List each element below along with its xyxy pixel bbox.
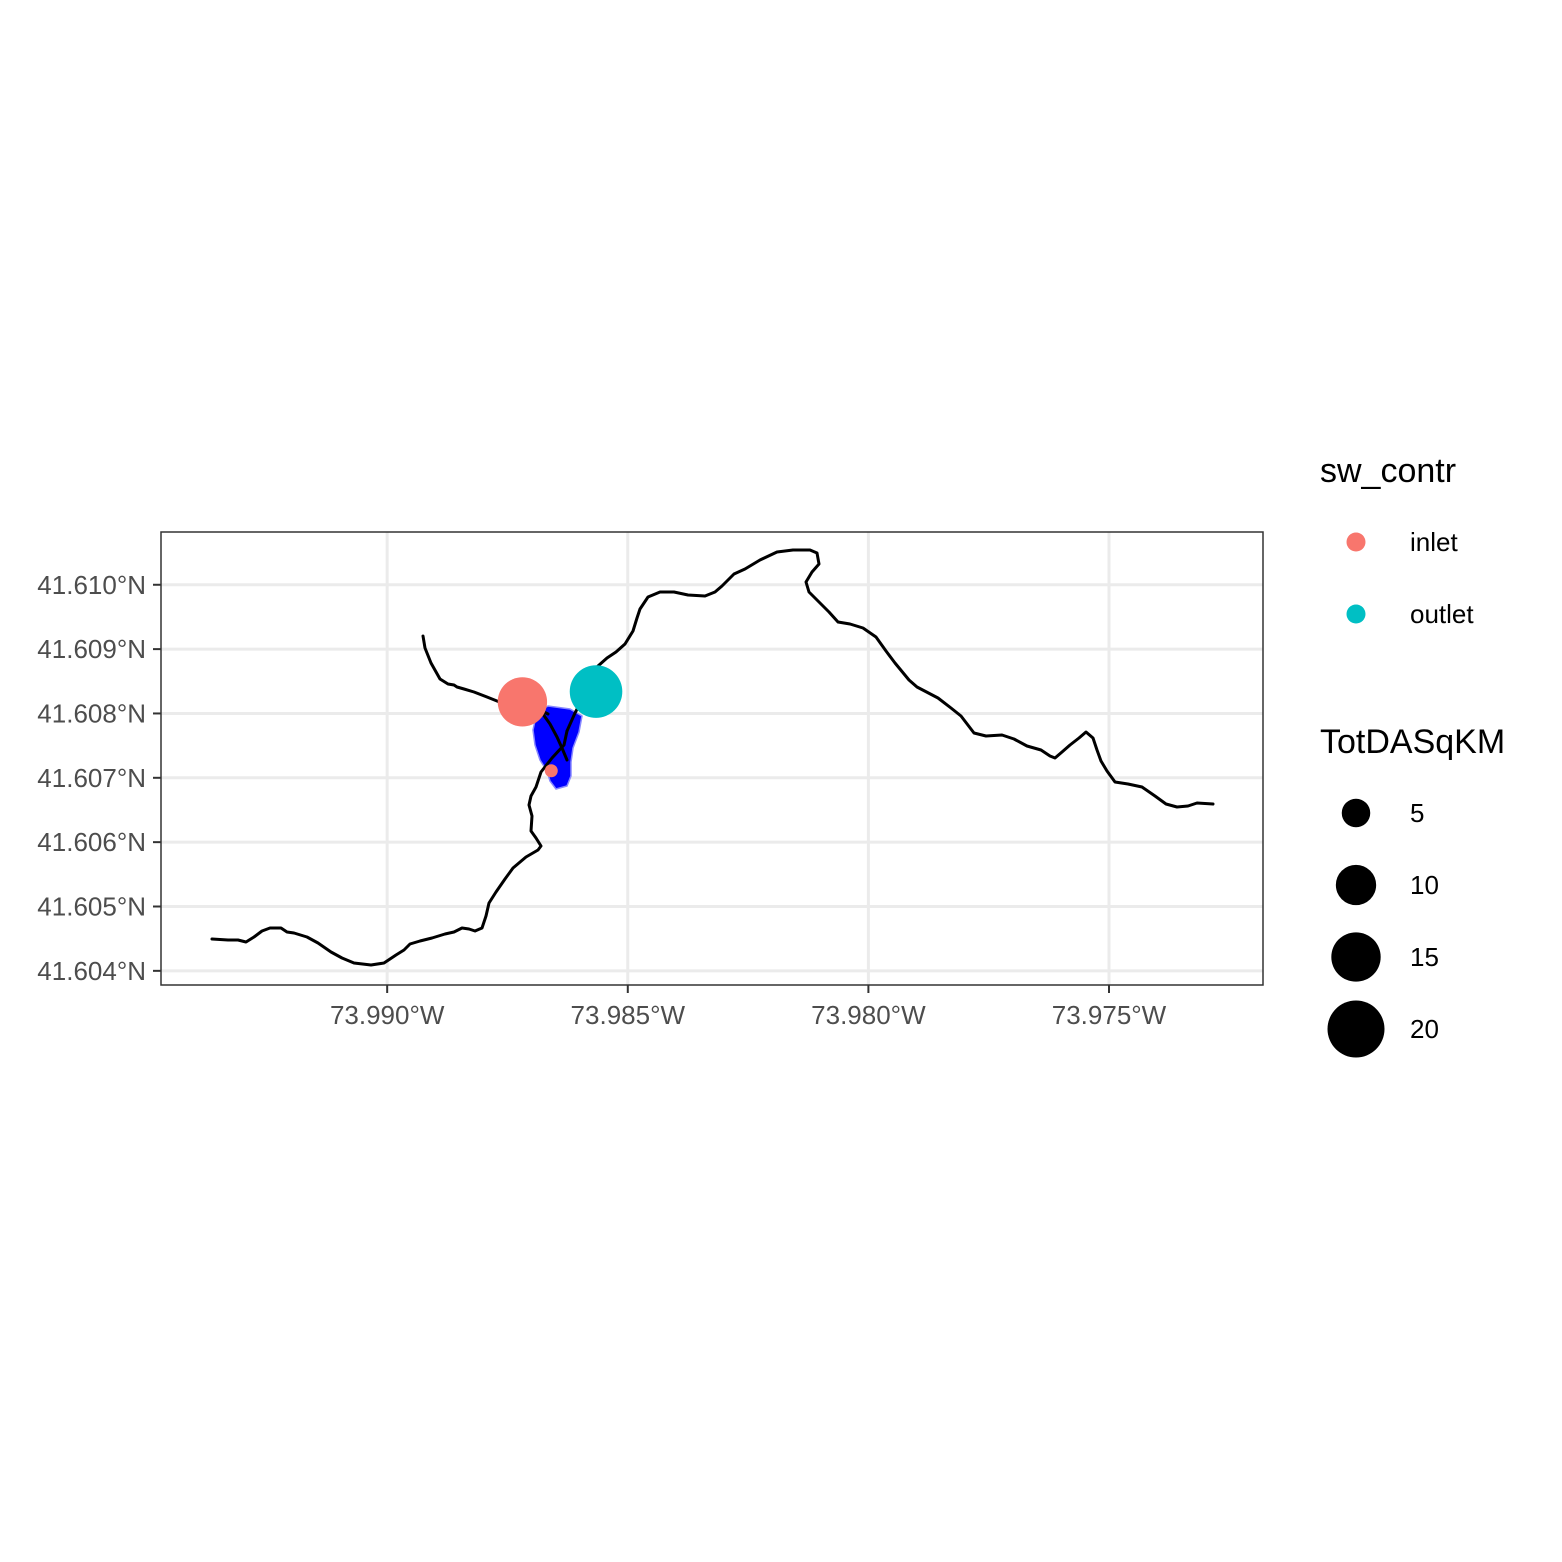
legend-size-label-15: 15 [1410, 942, 1439, 972]
y-tick-label: 41.610°N [37, 570, 146, 600]
legend-totdasqkm-title: TotDASqKM [1320, 723, 1505, 761]
x-tick-label: 73.980°W [811, 1000, 926, 1030]
point-inlet [497, 677, 548, 727]
legend-size-label-5: 5 [1410, 798, 1424, 828]
y-tick-label: 41.607°N [37, 763, 146, 793]
point-outlet [569, 665, 623, 718]
map-panel-border [160, 531, 1264, 986]
y-tick-label: 41.604°N [37, 956, 146, 986]
flowline-upstream-main [565, 548, 1215, 809]
legend-key-inlet [1346, 532, 1366, 552]
x-tick-label: 73.990°W [330, 1000, 445, 1030]
y-tick-label: 41.609°N [37, 634, 146, 664]
x-tick-label: 73.985°W [571, 1000, 686, 1030]
map-panel [161, 532, 1263, 985]
legend-size-key-10 [1335, 864, 1377, 906]
legend-sw-contr: sw_contr inlet outlet [1320, 452, 1474, 629]
x-tick-label: 73.975°W [1052, 1000, 1167, 1030]
flowline-downstream-main [210, 729, 569, 967]
flowline-tributary-center [538, 708, 569, 762]
legend-size-key-20 [1327, 1000, 1385, 1058]
y-tick-label: 41.605°N [37, 891, 146, 921]
legend-size-key-5 [1341, 798, 1371, 828]
legend-size-label-10: 10 [1410, 870, 1439, 900]
x-axis: 73.990°W 73.985°W 73.980°W 73.975°W [330, 985, 1167, 1030]
legend-label-outlet: outlet [1410, 599, 1474, 629]
legend-key-outlet [1346, 604, 1366, 624]
y-tick-label: 41.606°N [37, 827, 146, 857]
gridlines [161, 532, 1263, 985]
legend-totdasqkm: TotDASqKM 5 10 15 20 [1320, 723, 1505, 1058]
legend-label-inlet: inlet [1410, 527, 1458, 557]
point-inlet [544, 764, 558, 778]
outlet-inlet-points [497, 665, 623, 778]
y-tick-label: 41.608°N [37, 698, 146, 728]
y-axis: 41.610°N 41.609°N 41.608°N 41.607°N 41.606°N… [37, 570, 161, 986]
legend-size-label-20: 20 [1410, 1014, 1439, 1044]
legend-size-key-15 [1331, 932, 1381, 982]
legend-sw-contr-title: sw_contr [1320, 452, 1456, 490]
